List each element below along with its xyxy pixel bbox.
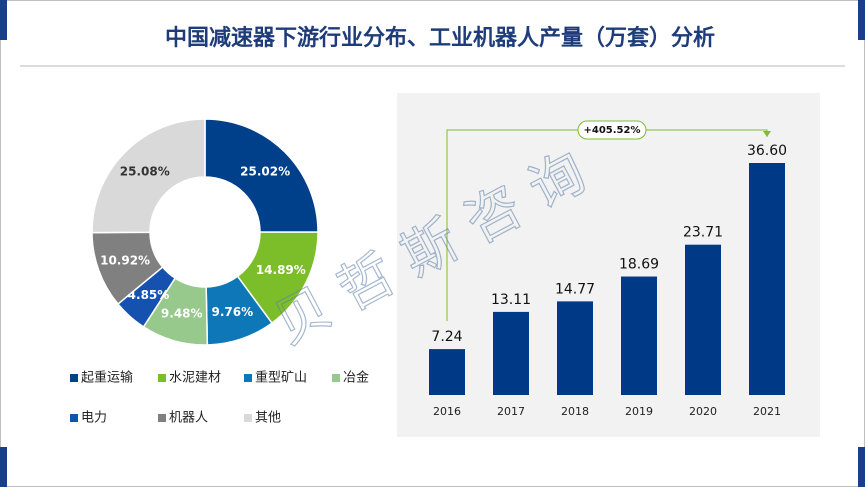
x-tick-label: 2018 [561,405,589,418]
annotation: +405.52% [584,125,641,136]
x-tick-label: 2019 [625,405,653,418]
bar [621,276,657,395]
legend-label: 电力 [81,411,107,426]
legend-label: 机器人 [169,411,208,426]
donut-slice [204,118,319,233]
legend-swatch [332,374,340,382]
title: 中国减速器下游行业分布、工业机器人产量（万套）分析 [165,25,715,51]
bar [749,163,785,395]
legend-swatch [158,374,166,382]
slice-label: 10.92% [100,253,150,267]
slice-label: 25.08% [120,165,170,179]
corner [858,0,865,40]
slice-label: 14.89% [256,263,306,277]
x-tick-label: 2016 [433,405,461,418]
legend-label: 其他 [255,411,281,426]
annotation-box [577,120,647,140]
bar [557,301,593,395]
corner [0,447,7,487]
legend-label: 重型矿山 [255,370,307,386]
x-tick-label: 2021 [753,405,781,418]
bar-value-label: 13.11 [491,292,531,308]
slice-label: 4.85% [128,288,170,302]
bar [685,244,721,395]
slice-label: 9.48% [161,306,203,320]
charts: 25.02% 起重运输 14.89% 水泥建材 9.76% 重型矿山 9.48% 冶金 4.85… [70,118,787,426]
arrow-head [763,131,771,137]
bar-value-label: 36.60 [747,143,787,159]
bar-value-label: 18.69 [619,257,659,273]
slice-label: 25.02% [240,164,290,178]
x-tick-label: 2017 [497,405,525,418]
bar [493,311,529,395]
legend-swatch [158,414,166,422]
bar-value-label: 14.77 [555,281,595,297]
legend-swatch [70,374,78,382]
legend-swatch [70,414,78,422]
legend-label: 水泥建材 [169,371,221,386]
bar-value-label: 23.71 [683,225,723,241]
legend-swatch [244,374,252,382]
corner [0,0,7,40]
legend-label: 冶金 [343,370,369,386]
bar-value-label: 7.24 [431,329,462,345]
slice-label: 9.76% [212,305,254,319]
x-tick-label: 2020 [689,405,717,418]
donut-slice [91,118,206,234]
legend-swatch [244,414,252,422]
corner [858,447,865,487]
legend-label: 起重运输 [81,370,133,386]
bar [429,349,465,395]
